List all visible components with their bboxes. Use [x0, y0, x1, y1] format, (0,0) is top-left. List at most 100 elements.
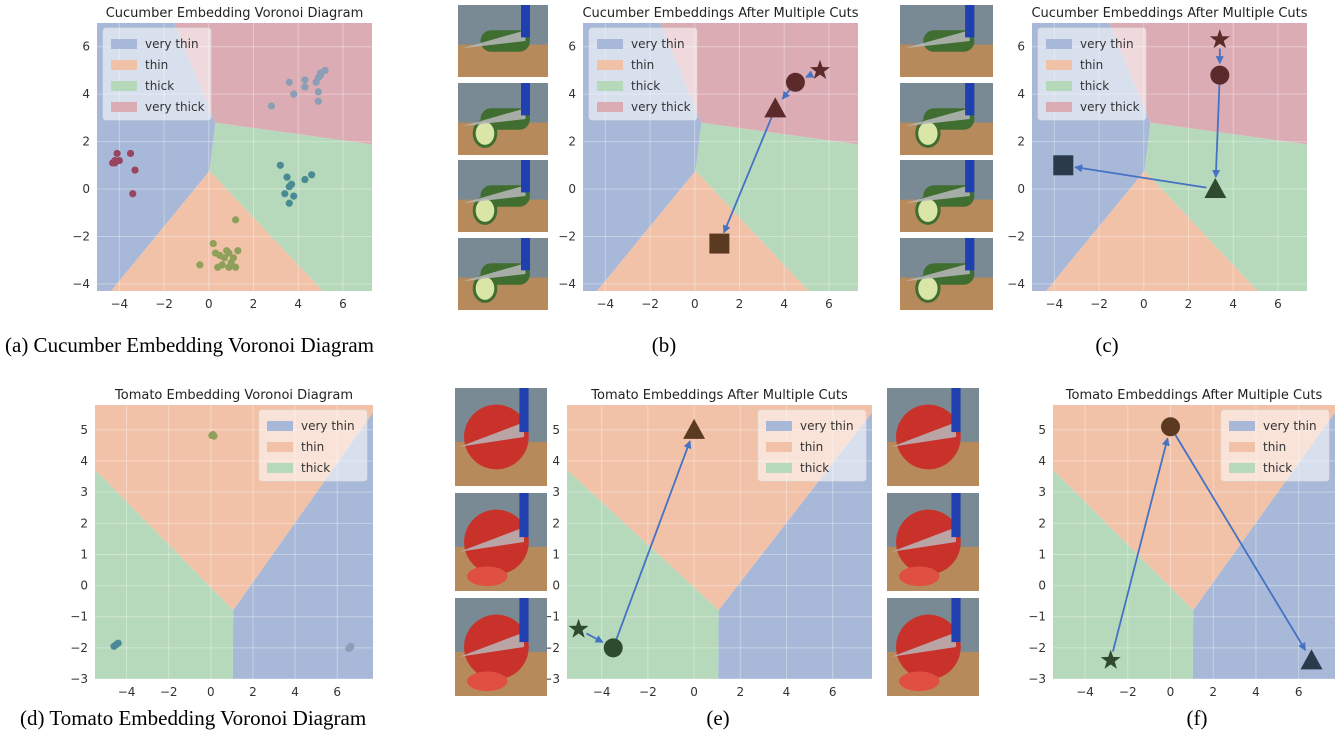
cluster-thick	[276, 161, 316, 207]
data-point	[111, 159, 119, 167]
legend: very thin thin thick very thick	[1037, 27, 1147, 121]
y-tick-label: 2	[552, 516, 560, 530]
legend-swatch	[1229, 463, 1255, 473]
legend-label: very thin	[631, 37, 685, 51]
legend-label: thick	[301, 461, 330, 475]
knife-blade	[462, 263, 526, 282]
y-tick-label: −2	[70, 641, 88, 655]
data-point	[283, 173, 291, 181]
y-tick-label: 2	[1017, 135, 1025, 149]
marker-circle	[603, 638, 623, 658]
x-tick-label: −4	[118, 685, 136, 699]
legend: very thin thin thick	[258, 409, 368, 482]
x-tick-label: 2	[736, 297, 744, 311]
knife-handle	[965, 83, 975, 116]
data-point	[232, 263, 240, 271]
y-tick-label: 2	[568, 135, 576, 149]
knife-blade	[459, 422, 524, 447]
x-tick-label: 2	[249, 685, 257, 699]
marker-triangle	[1204, 178, 1227, 199]
legend-label: very thin	[1080, 37, 1134, 51]
x-tick-label: 4	[1229, 297, 1237, 311]
tomato-photo	[455, 598, 547, 696]
knife-blade	[891, 632, 956, 657]
x-tick-label: 4	[783, 685, 791, 699]
data-point	[113, 149, 121, 158]
marker-star	[810, 59, 830, 79]
y-tick-label: 0	[1038, 579, 1046, 593]
y-tick-label: 5	[1038, 423, 1046, 437]
subfigure-caption: (f)	[1187, 706, 1208, 730]
knife-blade	[462, 108, 526, 127]
region-very-thick	[1109, 23, 1307, 145]
knife-blade	[904, 263, 970, 282]
tomato-photo	[887, 388, 979, 486]
data-point	[345, 644, 353, 653]
knife-handle	[521, 160, 530, 193]
marker-square	[709, 233, 730, 254]
tomato-photo	[455, 493, 547, 591]
trajectory	[1053, 29, 1230, 199]
y-tick-label: 5	[552, 423, 560, 437]
legend-swatch	[267, 442, 293, 452]
legend-swatch	[597, 81, 623, 91]
legend-label: very thin	[800, 419, 854, 433]
legend-label: thick	[1263, 461, 1292, 475]
chart-b: −4 −2 0 2 4 6 −4 −2 0 2 4 6 Cucumber Embeddings Afte…	[558, 6, 858, 311]
x-tick-label: −4	[111, 297, 129, 311]
tomato-slice	[898, 566, 940, 587]
subfigure-caption: (d) Tomato Embedding Voronoi Diagram	[20, 706, 366, 730]
cucumber-photo	[458, 160, 548, 232]
trajectory	[709, 59, 830, 254]
y-tick-label: 4	[1017, 87, 1025, 101]
data-point	[314, 97, 322, 105]
data-point	[209, 239, 217, 248]
y-tick-label: 0	[568, 182, 576, 196]
legend-swatch	[597, 102, 623, 112]
y-tick-label: 0	[552, 579, 560, 593]
cucumber-photo	[900, 160, 993, 232]
y-tick-label: 6	[1017, 40, 1025, 54]
tomato-slice	[466, 566, 508, 587]
knife-blade	[904, 30, 970, 49]
legend-label: thick	[1080, 79, 1109, 93]
marker-triangle	[1300, 649, 1323, 670]
x-tick-label: 0	[690, 685, 698, 699]
legend-swatch	[597, 60, 623, 70]
data-point	[126, 149, 135, 158]
x-tick-label: −4	[597, 297, 615, 311]
y-tick-label: 1	[80, 547, 88, 561]
legend-swatch	[1229, 442, 1255, 452]
legend-swatch	[1046, 39, 1072, 49]
legend-swatch	[766, 421, 792, 431]
x-tick-label: 6	[1274, 297, 1282, 311]
data-point	[131, 166, 139, 174]
y-tick-label: −2	[1028, 641, 1046, 655]
x-tick-label: −2	[155, 297, 173, 311]
gridlines	[583, 23, 858, 291]
knife-blade	[459, 632, 524, 657]
y-tick-label: 0	[80, 579, 88, 593]
y-tick-label: 4	[1038, 454, 1046, 468]
legend-label: very thin	[1263, 419, 1317, 433]
chart-title: Cucumber Embeddings After Multiple Cuts	[582, 6, 858, 21]
legend-label: very thick	[631, 100, 691, 114]
legend-swatch	[1046, 60, 1072, 70]
legend-swatch	[111, 102, 137, 112]
knife-handle	[519, 493, 529, 538]
knife-handle	[951, 493, 961, 538]
x-tick-label: 6	[339, 297, 347, 311]
tomato-photo	[455, 388, 547, 486]
knife-blade	[904, 108, 970, 127]
legend-box	[588, 27, 698, 121]
region-thick	[1053, 469, 1194, 679]
x-tick-label: 6	[1295, 685, 1303, 699]
trajectory-arrow	[781, 88, 791, 100]
x-tick-label: −2	[641, 297, 659, 311]
legend-label: very thick	[145, 100, 205, 114]
legend-swatch	[597, 39, 623, 49]
x-tick-label: 0	[1140, 297, 1148, 311]
trajectory-arrow	[615, 440, 692, 640]
region-very-thick	[660, 23, 858, 145]
